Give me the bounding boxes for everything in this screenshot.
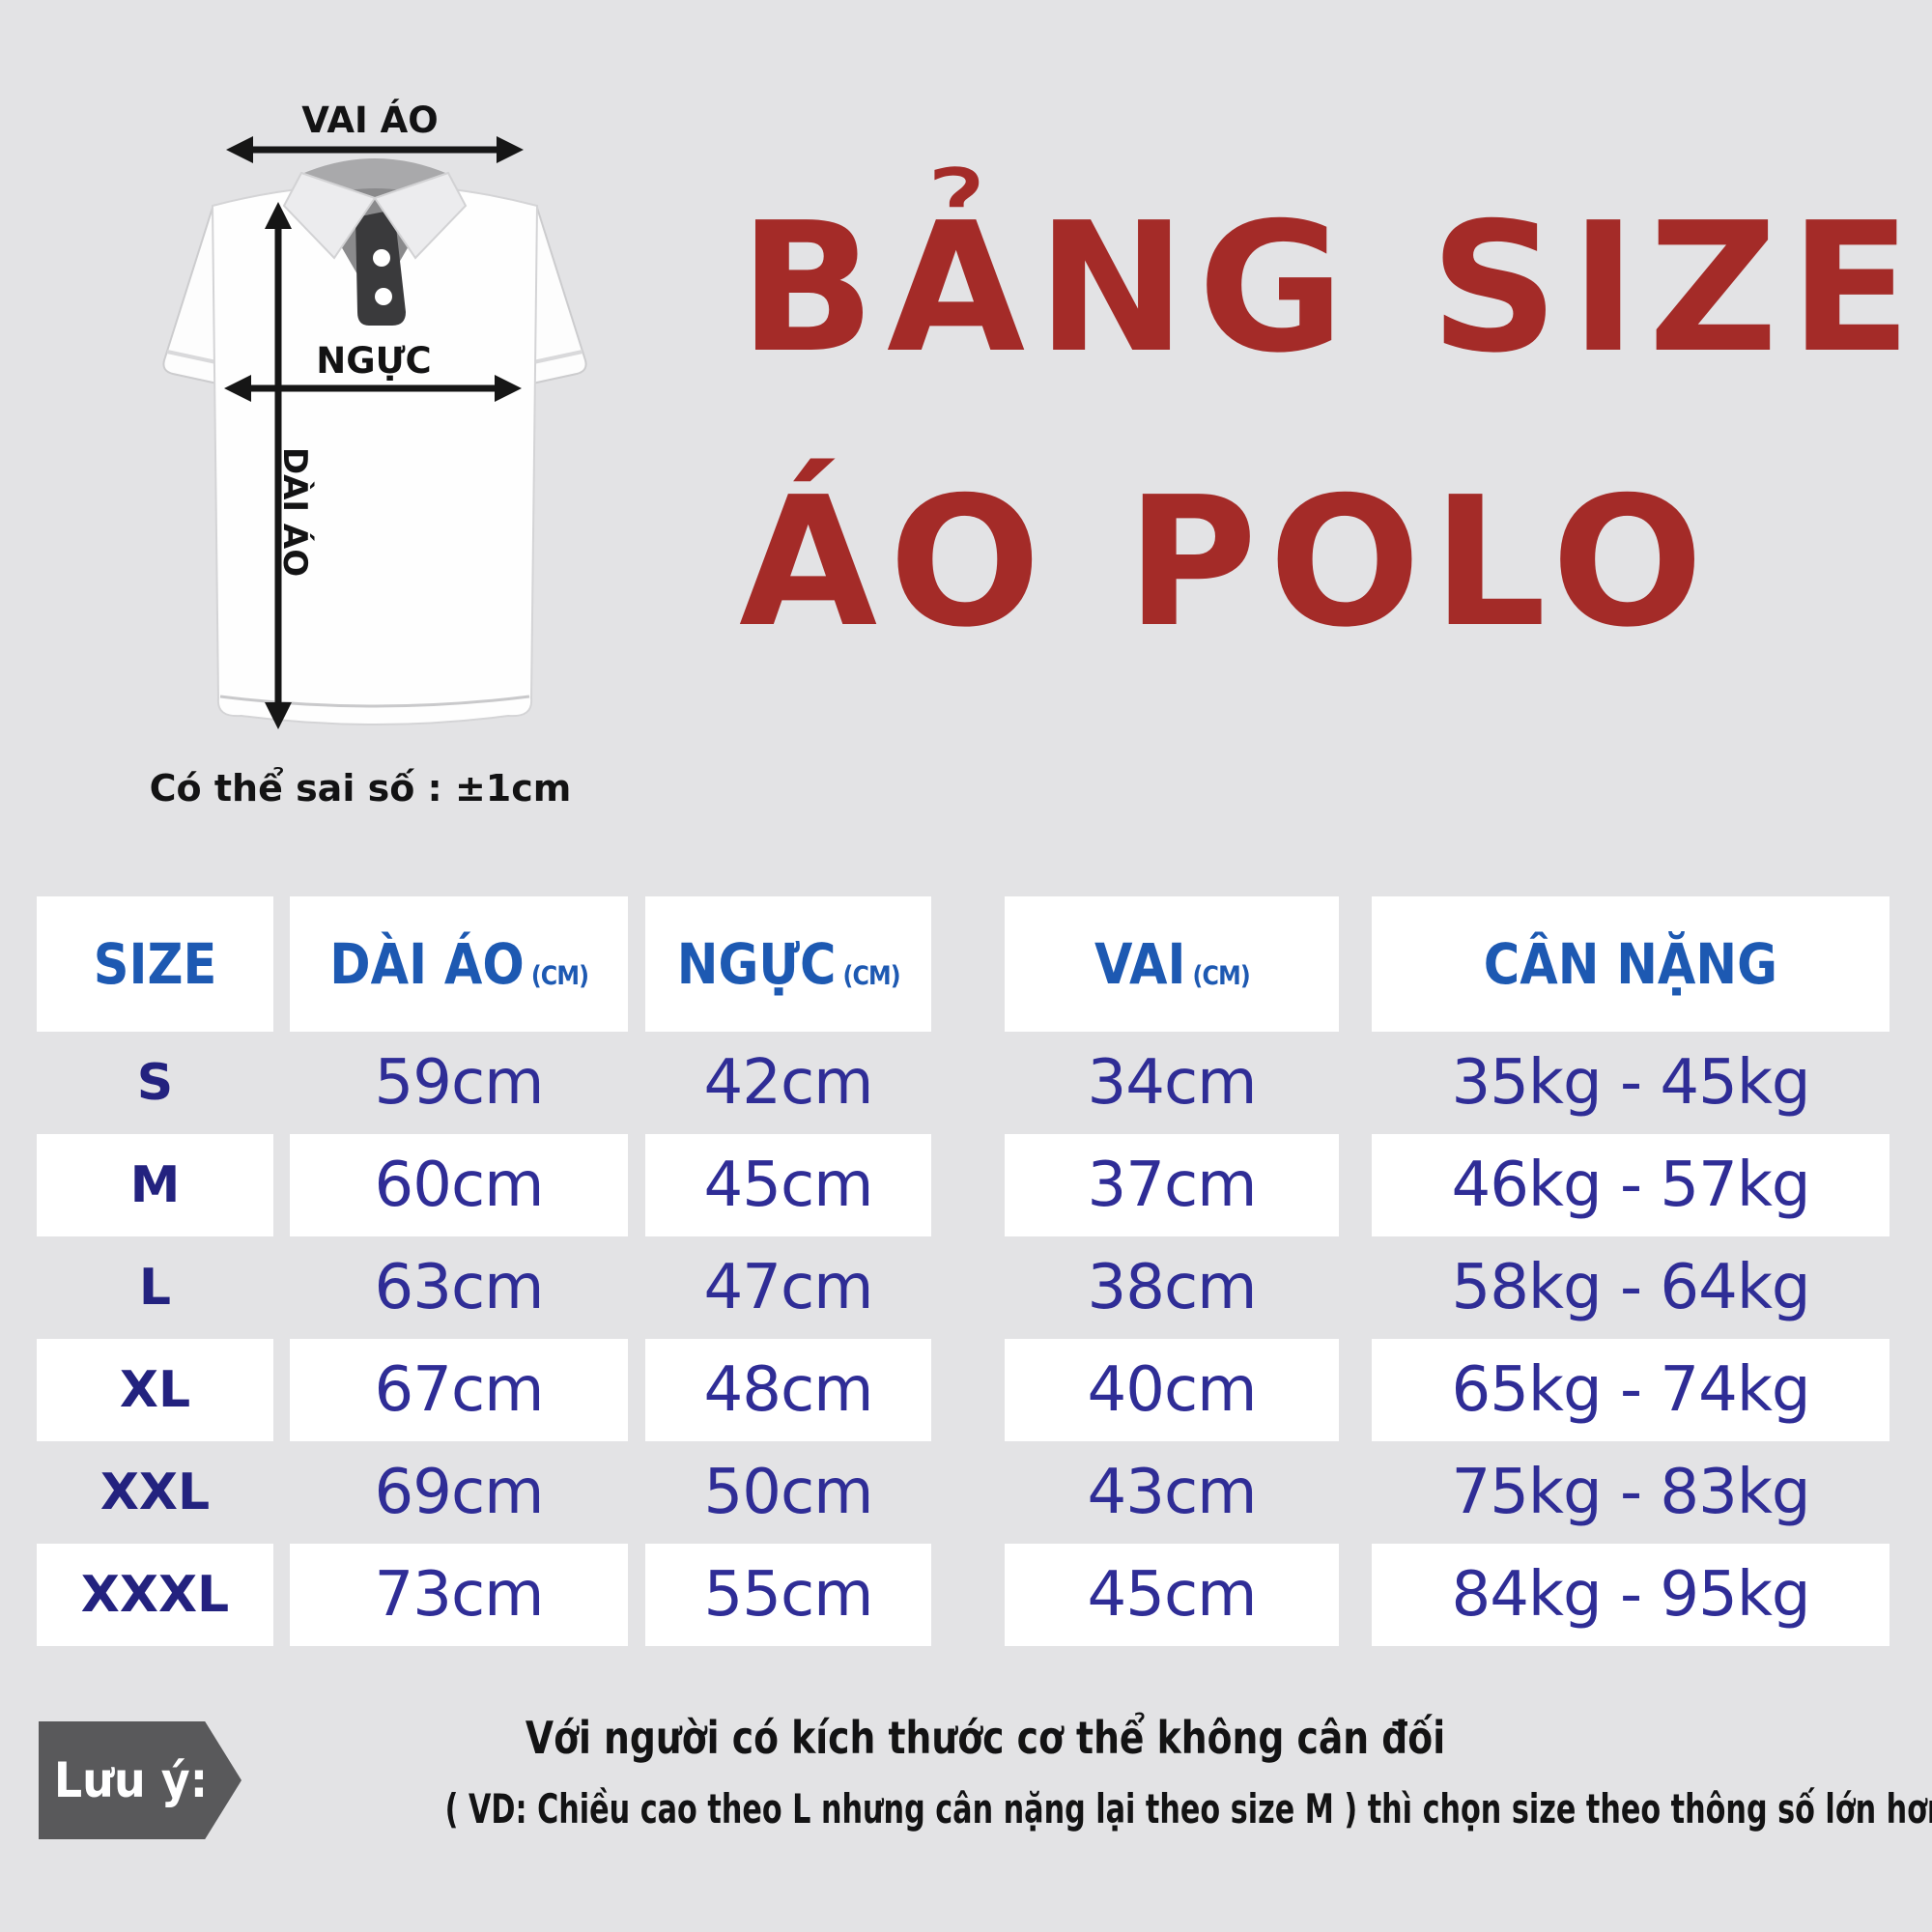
header-chest-label: NGỰC [676,931,837,997]
header-size-label: SIZE [93,931,217,997]
cell-weight-xxl: 75kg - 83kg [1451,1457,1810,1528]
header-size: SIZE [37,896,273,1032]
header-length-label: DÀI ÁO [329,931,525,997]
cell-chest-xxl: 50cm [703,1457,874,1528]
cell-weight-xl: 65kg - 74kg [1372,1339,1889,1441]
button-top [373,249,390,267]
length-measure-label: DÀI ÁO [275,447,315,577]
cell-chest-m: 45cm [645,1134,931,1236]
note-tag-label: Lưu ý: [54,1752,209,1808]
cell-size-xl: XL [37,1339,273,1441]
cell-chest-l: 47cm [703,1252,874,1323]
cell-length-xxl: 69cm [374,1457,545,1528]
cell-weight-l: 58kg - 64kg [1451,1252,1810,1323]
note-line1: Với người có kích thước cơ thể không cân… [525,1712,1446,1764]
cell-weight-xxxl: 84kg - 95kg [1372,1544,1889,1646]
collar-right [373,171,468,260]
cell-shoulder-l: 38cm [1087,1252,1258,1323]
cell-length-xxxl: 73cm [290,1544,628,1646]
header-weight: CÂN NẶNG [1372,896,1889,1032]
cell-length-s: 59cm [374,1047,545,1119]
header-length: DÀI ÁO (CM) [290,896,628,1032]
collar-left [282,171,377,260]
button-bottom [375,288,392,305]
header-shoulder-label: VAI [1094,931,1186,997]
header-shoulder-unit: (CM) [1192,961,1250,991]
cell-shoulder-xl: 40cm [1005,1339,1339,1441]
size-table: SIZE DÀI ÁO (CM) NGỰC (CM) VAI (CM) CÂN NẶN… [37,896,1889,1646]
cell-size-l: L [138,1259,172,1317]
header-shoulder: VAI (CM) [1005,896,1339,1032]
header-length-unit: (CM) [530,961,589,991]
note-line2: ( VD: Chiều cao theo L nhưng cân nặng lạ… [444,1785,1932,1833]
cell-weight-m: 46kg - 57kg [1372,1134,1889,1236]
cell-weight-s: 35kg - 45kg [1451,1047,1810,1119]
polo-shirt-diagram: VAI ÁO NGỰC DÀI ÁO Có thể sai số : ±1cm [150,99,587,810]
cell-shoulder-s: 34cm [1087,1047,1258,1119]
header-weight-label: CÂN NẶNG [1483,931,1778,997]
hem-line [219,695,530,708]
cell-length-m: 60cm [290,1134,628,1236]
cell-shoulder-xxxl: 45cm [1005,1544,1339,1646]
chest-arrow [224,375,522,402]
cell-size-xxxl: XXXL [37,1544,273,1646]
length-arrow [265,202,292,729]
chest-measure-label: NGỰC [316,340,431,382]
cell-shoulder-m: 37cm [1005,1134,1339,1236]
header-chest: NGỰC (CM) [645,896,931,1032]
cell-chest-s: 42cm [703,1047,874,1119]
cell-size-xxl: XXL [99,1463,211,1521]
cell-chest-xl: 48cm [645,1339,931,1441]
page-title-line2: ÁO POLO [739,458,1716,667]
cell-size-m: M [37,1134,273,1236]
tolerance-note: Có thể sai số : ±1cm [150,767,572,810]
note-tag: Lưu ý: [39,1721,242,1839]
page-title-line1: BẢNG SIZE [739,184,1923,392]
cell-chest-xxxl: 55cm [645,1544,931,1646]
header-chest-unit: (CM) [842,961,900,991]
cell-size-s: S [136,1054,174,1112]
shoulder-arrow [226,136,524,163]
cell-shoulder-xxl: 43cm [1087,1457,1258,1528]
cell-length-l: 63cm [374,1252,545,1323]
shoulder-measure-label: VAI ÁO [301,99,439,141]
cell-length-xl: 67cm [290,1339,628,1441]
placket [355,210,406,326]
